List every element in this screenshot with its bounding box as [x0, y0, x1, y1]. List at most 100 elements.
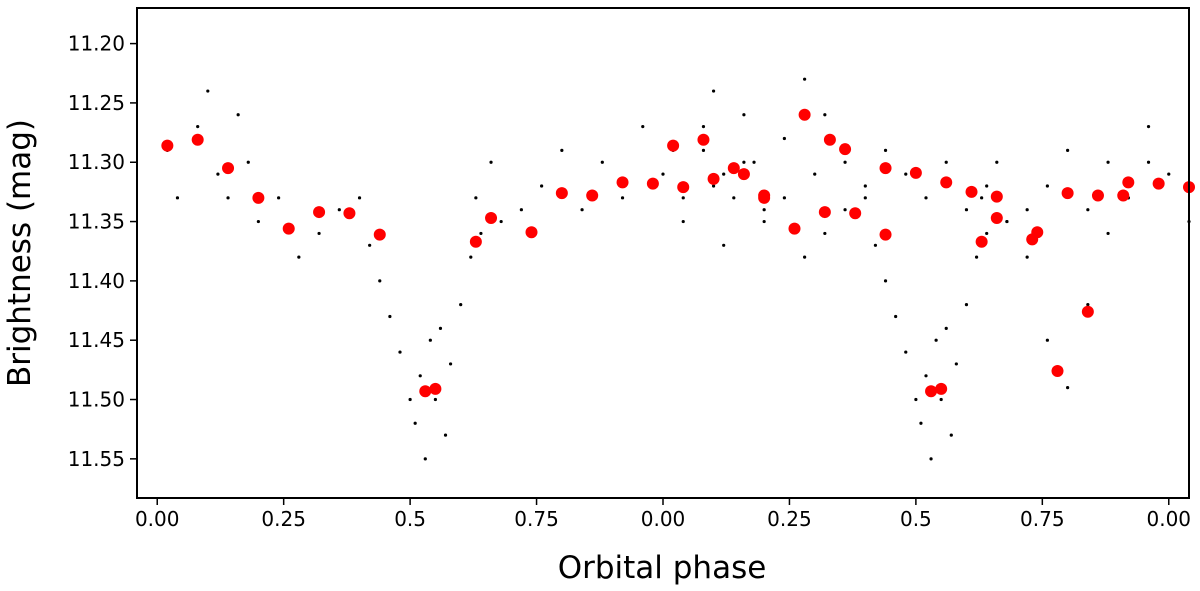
observation-point: [661, 172, 665, 176]
plot-frame: [136, 7, 1190, 499]
observation-point: [752, 160, 756, 164]
observation-point: [519, 208, 523, 212]
observation-point: [1025, 208, 1029, 212]
observation-point: [474, 196, 478, 200]
observation-point: [843, 160, 847, 164]
binned-point: [1091, 189, 1104, 202]
observation-point: [904, 172, 908, 176]
observation-point: [964, 303, 969, 307]
observation-point: [277, 196, 281, 200]
binned-point: [935, 382, 948, 395]
binned-point: [667, 139, 680, 152]
x-tick-label: 0.25: [261, 507, 306, 531]
observation-point: [1146, 160, 1151, 164]
x-axis-title: Orbital phase: [558, 550, 767, 586]
observation-point: [944, 160, 948, 164]
observation-point: [560, 148, 564, 152]
observation-point: [742, 113, 746, 117]
binned-point: [1061, 187, 1074, 200]
observation-point: [448, 362, 453, 366]
binned-point: [191, 133, 204, 146]
y-tick-label: 11.40: [68, 269, 125, 293]
binned-point: [1122, 176, 1135, 189]
observation-point: [398, 350, 402, 354]
binned-point: [555, 187, 568, 200]
binned-point: [222, 162, 235, 175]
x-tick-label: 0.5: [900, 507, 932, 531]
observation-point: [175, 196, 180, 200]
binned-point: [823, 133, 836, 146]
observation-point: [701, 148, 706, 152]
binned-point: [737, 168, 750, 181]
observation-point: [620, 196, 625, 200]
binned-point: [940, 176, 953, 189]
binned-point: [839, 143, 852, 156]
binned-point: [1051, 365, 1064, 378]
binned-point: [646, 177, 659, 190]
observation-point: [378, 279, 382, 283]
observation-point: [1106, 231, 1110, 236]
observation-point: [939, 397, 943, 402]
y-tick-label: 11.50: [68, 388, 125, 412]
axes: 0.00 0.25 0.5 0.75 0.00 0.25 0.5 0.75 0.00 11.20 1…: [68, 32, 1191, 531]
observation-point: [499, 219, 503, 224]
observation-point: [216, 172, 220, 176]
observation-point: [489, 160, 493, 164]
observation-point: [985, 231, 989, 236]
binned-point: [788, 222, 801, 235]
observation-point: [711, 89, 716, 93]
x-tick-label: 0.75: [1020, 507, 1065, 531]
observation-point: [641, 125, 645, 129]
observation-point: [949, 433, 953, 437]
observation-point: [701, 125, 706, 129]
observation-point: [904, 350, 908, 354]
x-tick-label: 0.00: [641, 507, 686, 531]
binned-point: [429, 382, 442, 395]
x-tick-label: 0.75: [514, 507, 559, 531]
observation-point: [1106, 160, 1110, 164]
observation-point: [782, 136, 786, 141]
binned-point: [909, 166, 922, 179]
binned-point: [586, 189, 599, 202]
binned-point: [282, 222, 295, 235]
binned-point: [707, 172, 720, 185]
observation-points: [165, 77, 1191, 461]
observation-point: [722, 243, 726, 247]
binned-point: [849, 207, 862, 220]
observation-point: [196, 125, 200, 129]
y-axis-title: Brightness (mag): [2, 119, 38, 387]
observation-point: [256, 219, 260, 224]
binned-point: [1152, 177, 1165, 190]
observation-point: [924, 196, 928, 200]
binned-point: [419, 385, 432, 398]
observation-point: [337, 208, 341, 212]
observation-point: [722, 172, 726, 176]
observation-point: [479, 231, 483, 236]
binned-point: [161, 139, 174, 152]
observation-point: [863, 184, 867, 188]
observation-point: [428, 338, 432, 342]
observation-point: [919, 421, 923, 425]
observation-point: [681, 219, 685, 224]
observation-point: [711, 184, 716, 188]
binned-point: [1031, 226, 1044, 239]
observation-point: [459, 303, 463, 307]
observation-point: [980, 196, 984, 200]
observation-point: [600, 160, 604, 164]
observation-point: [762, 208, 766, 212]
observation-point: [803, 255, 807, 259]
observation-point: [1045, 338, 1049, 342]
observation-point: [985, 184, 989, 188]
binned-point: [373, 228, 386, 241]
binned-point: [677, 181, 690, 194]
observation-point: [408, 397, 412, 402]
observation-point: [883, 279, 888, 283]
observation-point: [894, 314, 898, 319]
observation-point: [1146, 125, 1151, 129]
observation-point: [540, 184, 544, 188]
y-tick-label: 11.55: [68, 447, 125, 471]
observation-point: [469, 255, 473, 259]
binned-points: [161, 108, 1195, 398]
observation-point: [1066, 148, 1070, 152]
observation-point: [423, 457, 427, 461]
